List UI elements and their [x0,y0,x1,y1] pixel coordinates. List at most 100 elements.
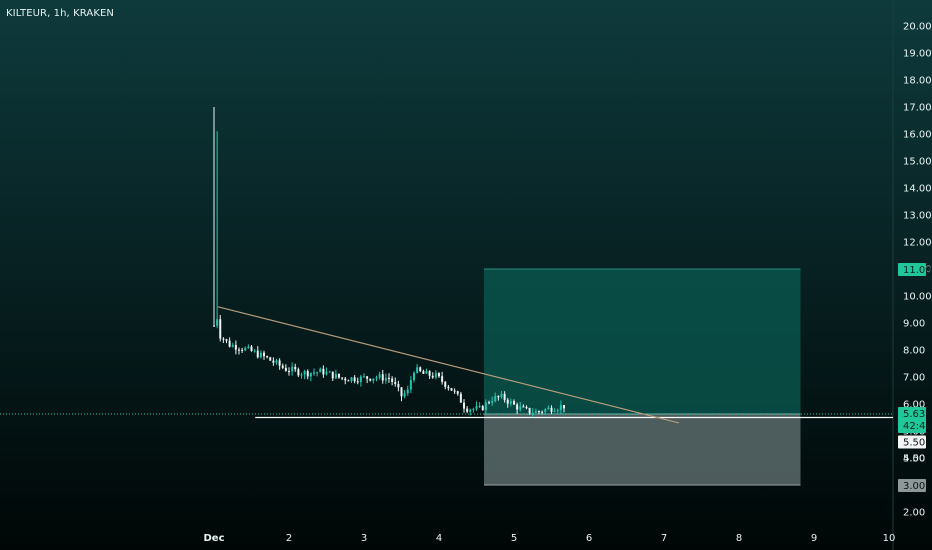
candle-body [219,319,222,339]
support-price-tag: 5.50 [903,438,925,449]
candle-body [353,377,356,382]
x-tick-label: 5 [511,533,517,544]
x-tick-label: 3 [361,533,367,544]
candle-body [322,368,325,375]
y-tick-label: 14.00 [903,184,932,195]
symbol-label: KILTEUR, 1h, KRAKEN [6,8,115,19]
candle-body [384,377,387,381]
y-tick-label: 18.00 [903,76,932,87]
candle-body [381,374,384,381]
candle-body [378,374,381,378]
x-tick-label: 4 [436,533,442,544]
y-tick-label: 6.00 [903,400,925,411]
candle-body [344,378,347,381]
candle-body [475,406,478,409]
candle-body [241,349,244,351]
candle-body [213,325,215,327]
candle-body [253,350,256,352]
candle-body [444,381,447,387]
candle-body [303,371,306,375]
candle-body [338,373,340,378]
candle-body [516,404,519,410]
x-tick-label: 6 [586,533,592,544]
candle-body [425,371,428,374]
y-tick-label: 7.00 [903,373,925,384]
candle-body [484,402,487,411]
candle-body [563,405,565,409]
candle-body [478,405,481,407]
y-tick-label: 20.00 [903,22,932,33]
candle-body [409,380,412,390]
candle-body [506,399,509,404]
y-tick-label: 10.00 [903,292,932,303]
last-price-tag: 5.63 [903,409,925,420]
y-tick-label: 9.00 [903,319,925,330]
candle-body [463,402,465,409]
candle-body [228,340,231,347]
candle-body [550,407,553,412]
candle-body [472,408,475,410]
candle-body [309,372,312,377]
countdown-tag: 42:46 [903,421,932,432]
candle-body [534,411,537,413]
candle-body [366,376,369,379]
candle-body [341,377,344,379]
candle-body [231,345,234,347]
candle-body [447,386,450,389]
candle-body [513,401,515,405]
candle-body [359,376,362,383]
candle-body [559,405,562,411]
candle-body [259,352,262,358]
candle-body [275,360,278,363]
candle-body [456,391,459,394]
candle-body [441,376,444,382]
x-tick-label: 2 [286,533,292,544]
candle-body [553,411,556,413]
candle-body [269,357,272,361]
candle-body [244,347,247,351]
candle-body [453,390,456,392]
candle-body [469,409,472,412]
candle-body [316,372,319,374]
candle-body [413,372,415,381]
y-tick-label: 16.00 [903,130,932,141]
candle-body [488,402,490,404]
candle-body [297,369,300,376]
candle-body [313,372,315,374]
candle-body [278,360,281,366]
y-tick-label: 4.00 [903,454,925,465]
x-tick-label: 9 [811,533,817,544]
support-price-tag-bg [898,435,926,449]
stop-zone[interactable] [484,413,801,485]
last-price-tag-bg [898,406,926,433]
candle-body [541,411,544,413]
candle-body [459,393,462,403]
candle-body [363,376,365,378]
candle-body [538,411,540,413]
candle-body [347,380,350,382]
target-zone[interactable] [484,269,801,414]
candle-body [556,410,559,412]
trendline[interactable] [217,306,680,424]
y-tick-label: 17.00 [903,103,932,114]
x-tick-label: 10 [883,533,896,544]
candle-body [266,356,269,358]
candle-body [250,346,253,351]
candle-body [434,373,437,378]
candle-body [225,339,228,341]
candle-body [519,406,522,410]
candle-body [406,389,409,394]
candle-body [291,366,294,372]
candle-body [331,371,334,379]
candle-body [509,401,512,404]
candle-body [300,374,303,376]
x-tick-label: 8 [736,533,742,544]
candle-body [334,373,337,379]
candle-body [428,371,431,376]
candle-body [422,371,425,374]
candle-body [547,407,550,410]
candle-body [247,346,250,348]
candle-body [234,345,237,350]
candle-body [431,375,434,378]
